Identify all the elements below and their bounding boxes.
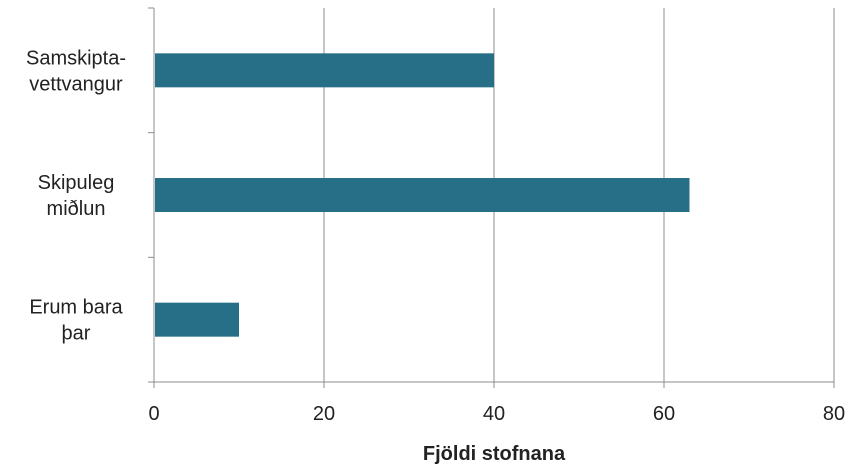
bar <box>155 178 690 212</box>
x-tick-label: 40 <box>483 403 505 425</box>
x-tick-label: 60 <box>653 403 675 425</box>
category-label: þar <box>62 323 91 345</box>
bar <box>155 53 494 88</box>
category-label: Skipuleg <box>38 172 115 194</box>
axes <box>148 7 835 388</box>
x-tick-label: 20 <box>313 403 335 425</box>
x-tick-labels: 0 20 40 60 80 <box>148 403 845 425</box>
category-label: miðlun <box>47 198 106 220</box>
category-label: vettvangur <box>29 73 123 95</box>
category-labels: Samskipta-vettvangur Skipuleg miðlun Erum b… <box>26 47 126 344</box>
category-label: Erum bara <box>29 297 123 319</box>
bar <box>155 302 239 337</box>
x-axis-title: Fjöldi stofnana <box>423 443 566 465</box>
x-tick-label: 80 <box>823 403 845 425</box>
x-tick-label: 0 <box>148 403 159 425</box>
category-label: Samskipta- <box>26 47 126 69</box>
bars <box>155 53 690 337</box>
